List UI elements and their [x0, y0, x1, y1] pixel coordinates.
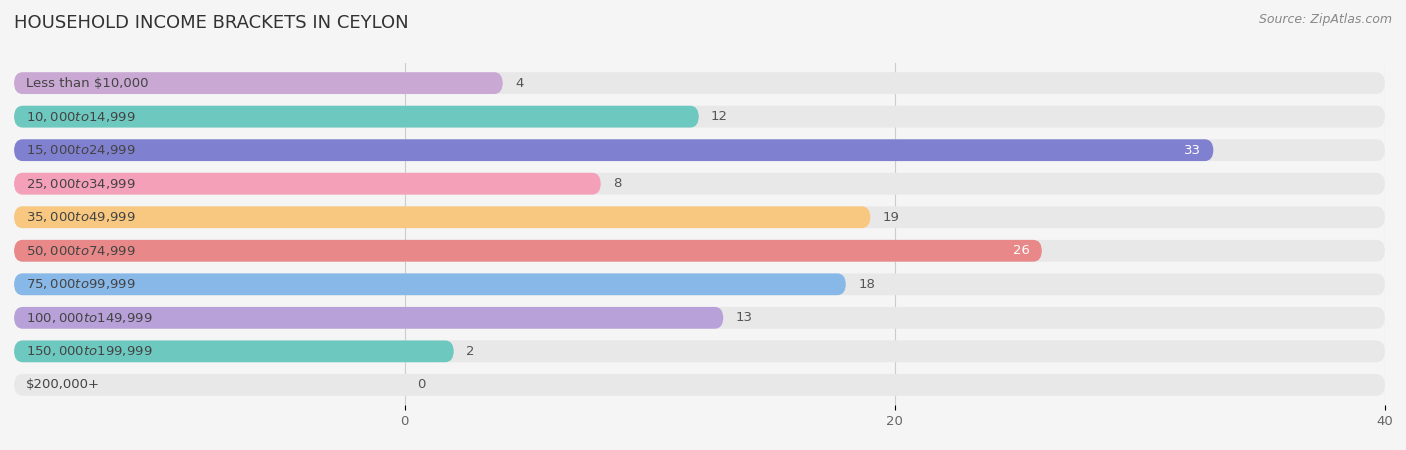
Text: 26: 26: [1012, 244, 1029, 257]
Text: $200,000+: $200,000+: [27, 378, 100, 392]
Text: 13: 13: [735, 311, 752, 324]
Text: 18: 18: [858, 278, 875, 291]
Text: $100,000 to $149,999: $100,000 to $149,999: [27, 311, 153, 325]
FancyBboxPatch shape: [14, 240, 1385, 261]
Text: 12: 12: [711, 110, 728, 123]
FancyBboxPatch shape: [14, 307, 1385, 328]
Text: $15,000 to $24,999: $15,000 to $24,999: [27, 143, 136, 157]
Text: 8: 8: [613, 177, 621, 190]
Text: HOUSEHOLD INCOME BRACKETS IN CEYLON: HOUSEHOLD INCOME BRACKETS IN CEYLON: [14, 14, 409, 32]
FancyBboxPatch shape: [14, 72, 1385, 94]
FancyBboxPatch shape: [14, 274, 1385, 295]
FancyBboxPatch shape: [14, 140, 1213, 161]
Text: Less than $10,000: Less than $10,000: [27, 76, 149, 90]
Text: $150,000 to $199,999: $150,000 to $199,999: [27, 344, 153, 358]
Text: $10,000 to $14,999: $10,000 to $14,999: [27, 110, 136, 124]
Text: 33: 33: [1184, 144, 1201, 157]
FancyBboxPatch shape: [14, 106, 1385, 127]
FancyBboxPatch shape: [14, 341, 454, 362]
Text: 2: 2: [465, 345, 474, 358]
FancyBboxPatch shape: [14, 207, 870, 228]
FancyBboxPatch shape: [14, 173, 1385, 194]
FancyBboxPatch shape: [14, 106, 699, 127]
Text: $75,000 to $99,999: $75,000 to $99,999: [27, 277, 136, 291]
FancyBboxPatch shape: [14, 274, 846, 295]
FancyBboxPatch shape: [14, 173, 600, 194]
FancyBboxPatch shape: [14, 240, 1042, 261]
FancyBboxPatch shape: [14, 140, 1385, 161]
Text: 19: 19: [883, 211, 900, 224]
Text: $50,000 to $74,999: $50,000 to $74,999: [27, 244, 136, 258]
Text: 0: 0: [418, 378, 426, 392]
Text: Source: ZipAtlas.com: Source: ZipAtlas.com: [1258, 14, 1392, 27]
FancyBboxPatch shape: [14, 341, 1385, 362]
Text: $25,000 to $34,999: $25,000 to $34,999: [27, 177, 136, 191]
Text: $35,000 to $49,999: $35,000 to $49,999: [27, 210, 136, 224]
FancyBboxPatch shape: [14, 374, 1385, 396]
Text: 4: 4: [515, 76, 523, 90]
FancyBboxPatch shape: [14, 207, 1385, 228]
FancyBboxPatch shape: [14, 72, 503, 94]
FancyBboxPatch shape: [14, 307, 723, 328]
